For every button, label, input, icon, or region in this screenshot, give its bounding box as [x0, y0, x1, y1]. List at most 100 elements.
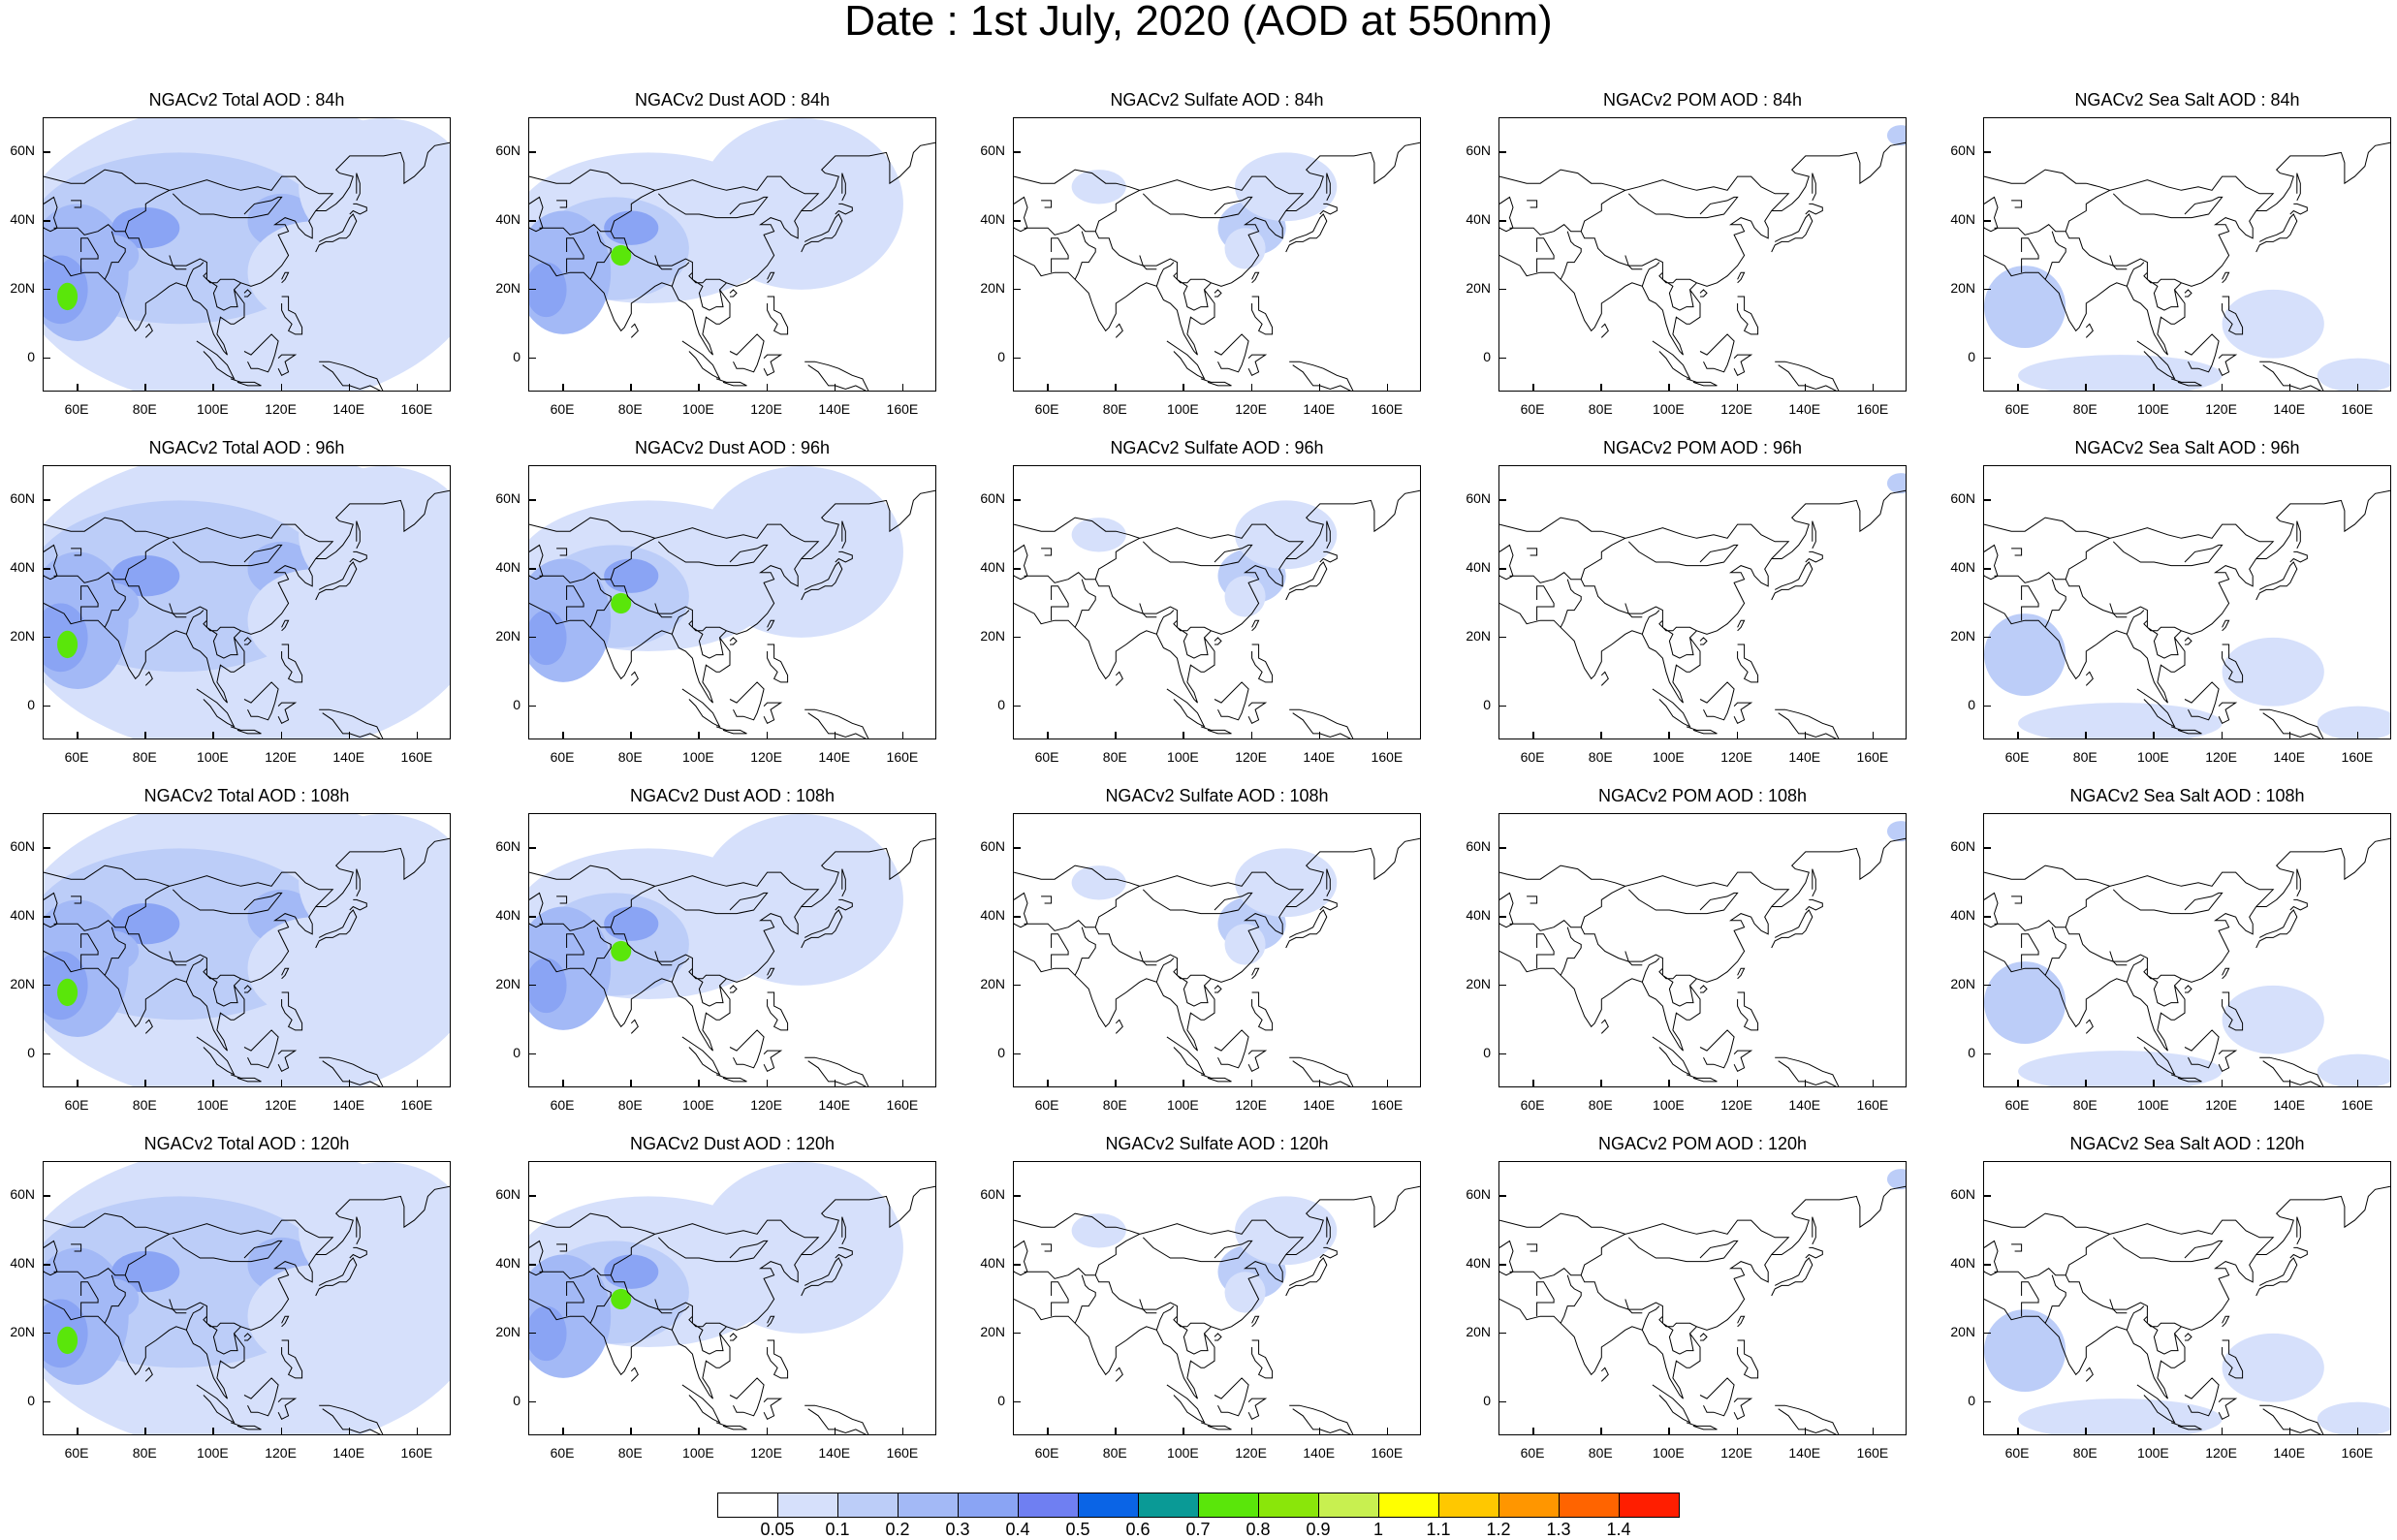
lat-tick-mark — [1498, 1053, 1506, 1055]
aod-shading — [299, 814, 450, 952]
lat-tick-label: 20N — [1950, 279, 1975, 296]
lat-tick-mark — [1498, 636, 1506, 639]
lon-tick-mark — [1600, 1080, 1602, 1087]
lon-tick-mark — [144, 732, 146, 739]
aod-shading — [699, 814, 903, 986]
aod-map-svg — [1014, 1185, 1420, 1434]
lat-tick-mark — [43, 1195, 50, 1197]
map-frame — [1983, 813, 2391, 1087]
lat-tick-mark — [1498, 705, 1506, 707]
panel-title: NGACv2 Dust AOD : 108h — [629, 786, 836, 805]
aod-shading — [1984, 961, 2066, 1045]
colorbar-swatch — [958, 1493, 1019, 1518]
aod-shading — [247, 1265, 384, 1368]
coastline — [1499, 141, 1906, 391]
lon-tick-label: 100E — [682, 1097, 714, 1113]
lon-tick-label: 60E — [64, 1445, 89, 1461]
lat-tick-label: 40N — [10, 211, 35, 228]
lon-tick-label: 120E — [1720, 401, 1752, 417]
lat-tick-mark — [1013, 499, 1021, 501]
lon-tick-label: 140E — [2273, 1097, 2306, 1113]
map-frame — [1013, 117, 1421, 392]
lat-tick-label: 60N — [1950, 142, 1975, 159]
lat-tick-label: 60N — [1466, 142, 1491, 159]
colorbar-label: 0.1 — [825, 1520, 850, 1539]
lon-tick-label: 60E — [1034, 401, 1059, 417]
lon-tick-mark — [1804, 384, 1807, 392]
aod-shading — [299, 118, 450, 256]
lon-tick-mark — [2017, 1080, 2019, 1087]
lat-tick-mark — [43, 636, 50, 639]
lat-tick-mark — [1013, 705, 1021, 707]
coastline — [44, 489, 450, 739]
lon-tick-label: 80E — [132, 1445, 157, 1461]
lon-tick-mark — [144, 1428, 146, 1435]
lat-tick-mark — [43, 847, 50, 849]
coastline — [529, 837, 935, 1086]
lon-tick-label: 160E — [2341, 401, 2374, 417]
lon-tick-label: 80E — [1102, 1445, 1127, 1461]
lon-tick-label: 60E — [1520, 401, 1545, 417]
colorbar-swatch — [1378, 1493, 1439, 1518]
aod-map-svg — [1014, 141, 1420, 391]
lat-tick-label: 60N — [495, 142, 520, 159]
lon-tick-mark — [630, 1080, 632, 1087]
lon-tick-label: 100E — [1167, 401, 1199, 417]
lon-tick-mark — [2356, 384, 2359, 392]
colorbar-swatch — [898, 1493, 959, 1518]
lon-tick-label: 140E — [2273, 401, 2306, 417]
lon-tick-label: 60E — [1034, 1445, 1059, 1461]
lon-tick-label: 100E — [1167, 1097, 1199, 1113]
colorbar-label: 1.4 — [1606, 1520, 1631, 1539]
lon-tick-mark — [280, 1428, 283, 1435]
map-frame — [1498, 1161, 1907, 1435]
lon-tick-mark — [562, 1080, 564, 1087]
aod-shading — [611, 1288, 632, 1310]
aod-shading — [299, 466, 450, 604]
lat-tick-mark — [43, 1332, 50, 1335]
colorbar-label: 1 — [1372, 1520, 1383, 1539]
lon-tick-mark — [834, 1080, 836, 1087]
lat-tick-mark — [43, 1264, 50, 1266]
colorbar: 0.05 0.1 0.2 0.3 0.4 0.5 0.6 0.7 0.8 0.9 1 1.1 1.2 1.… — [717, 1493, 1680, 1539]
lat-tick-mark — [43, 1400, 50, 1403]
lon-tick-label: 80E — [2072, 1445, 2097, 1461]
panel-title: NGACv2 Total AOD : 108h — [143, 786, 350, 805]
lat-tick-mark — [1013, 984, 1021, 987]
colorbar-swatch — [1559, 1493, 1620, 1518]
colorbar-label: 0.3 — [945, 1520, 970, 1539]
aod-shading — [1886, 821, 1906, 842]
lon-tick-mark — [766, 732, 769, 739]
lat-tick-label: 20N — [495, 1323, 520, 1339]
lat-tick-label: 20N — [1950, 1323, 1975, 1339]
aod-shading — [2317, 1053, 2390, 1086]
lat-tick-mark — [1498, 916, 1506, 918]
lat-tick-mark — [528, 151, 536, 153]
lon-tick-label: 80E — [1588, 1097, 1613, 1113]
lat-tick-label: 20N — [495, 627, 520, 644]
map-frame — [528, 465, 936, 739]
lon-tick-label: 120E — [2205, 749, 2237, 765]
lat-tick-label: 0 — [513, 1392, 520, 1408]
colorbar-label: 0.2 — [885, 1520, 910, 1539]
lon-tick-mark — [1668, 384, 1670, 392]
lon-tick-mark — [1250, 384, 1253, 392]
lon-tick-mark — [2085, 384, 2087, 392]
lon-tick-mark — [1386, 1428, 1389, 1435]
lon-tick-label: 140E — [1788, 749, 1821, 765]
lon-tick-mark — [1600, 732, 1602, 739]
lat-tick-label: 40N — [980, 907, 1005, 924]
lon-tick-mark — [2288, 1080, 2291, 1087]
lon-tick-label: 160E — [2341, 1445, 2374, 1461]
lon-tick-label: 160E — [886, 1097, 919, 1113]
lon-tick-label: 160E — [1856, 1097, 1889, 1113]
panel-title: NGACv2 Sulfate AOD : 84h — [1110, 90, 1324, 110]
aod-shading — [1235, 1196, 1338, 1266]
aod-shading — [84, 235, 140, 276]
panel-title: NGACv2 Dust AOD : 96h — [634, 438, 831, 457]
lat-tick-label: 40N — [495, 1255, 520, 1272]
lon-tick-label: 60E — [64, 749, 89, 765]
lon-tick-label: 100E — [682, 401, 714, 417]
lon-tick-label: 80E — [2072, 749, 2097, 765]
lon-tick-label: 80E — [1102, 401, 1127, 417]
